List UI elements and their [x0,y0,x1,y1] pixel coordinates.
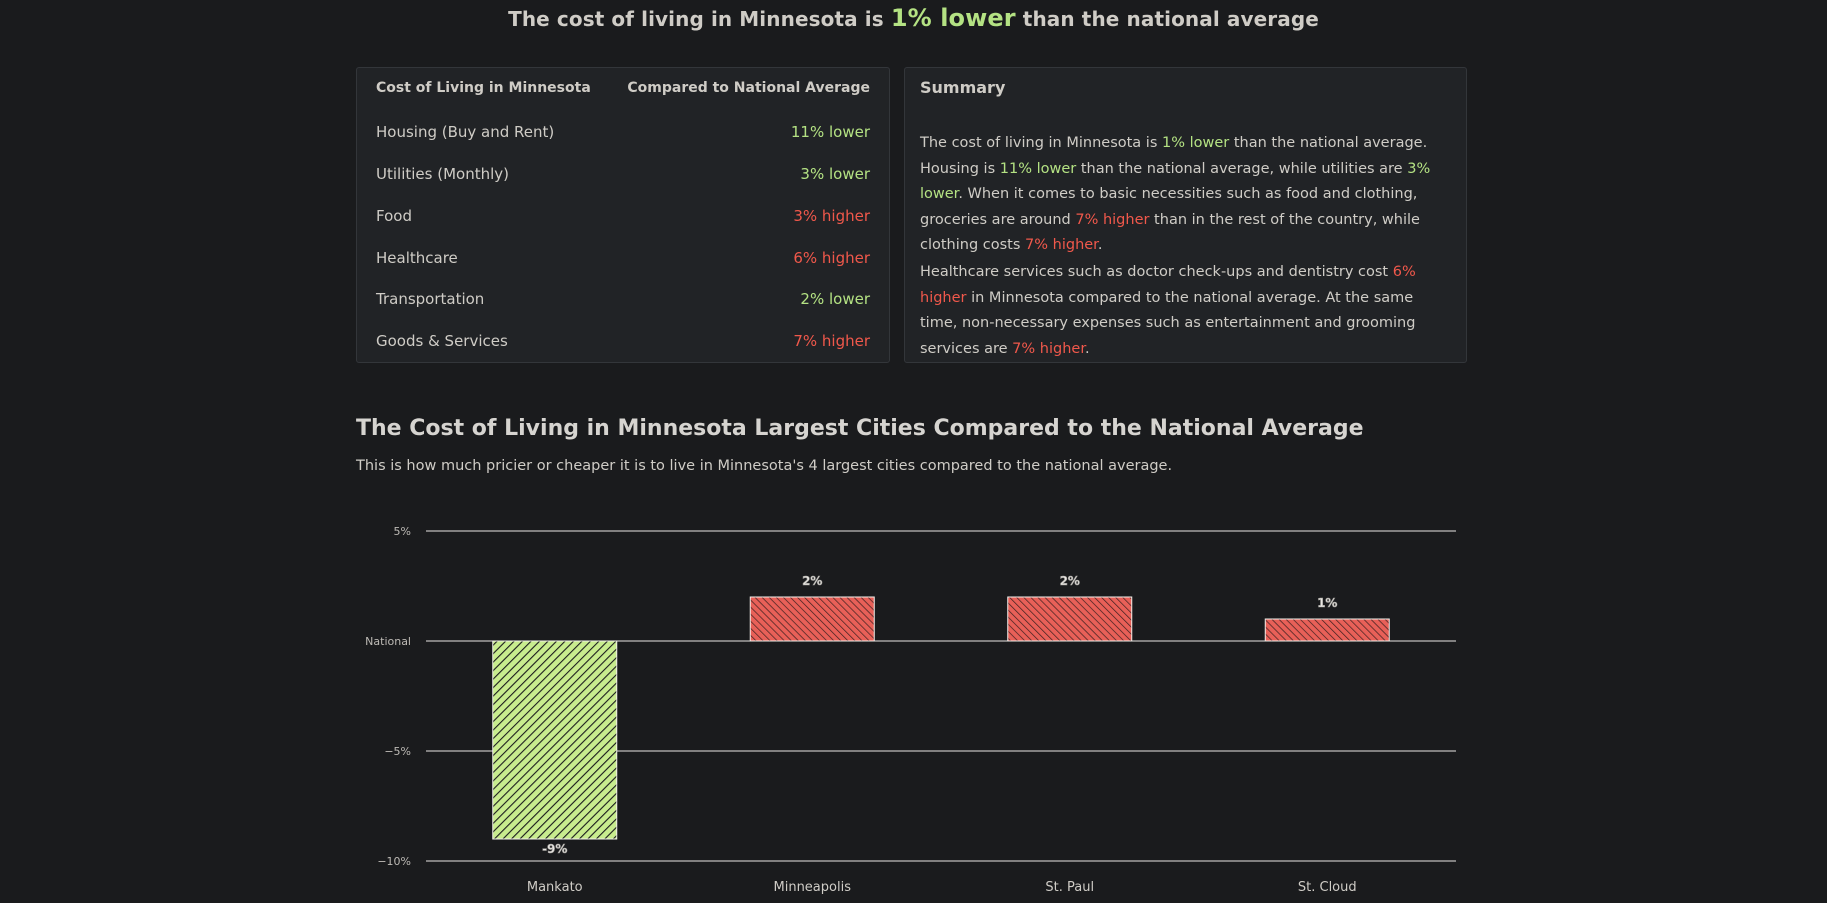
table-header-left: Cost of Living in Minnesota [376,80,591,96]
headline-accent: 1% lower [890,4,1016,32]
summary-highlight-higher: 6% higher [920,264,1416,306]
bar-minneapolis [749,596,875,642]
summary-highlight-lower: 3% lower [920,160,1431,203]
x-category-label: Mankato [527,880,583,895]
table-row: Healthcare 6% higher [376,249,870,273]
table-header-right: Compared to National Average [627,80,870,96]
table-row: Transportation 2% lower [376,290,870,314]
table-row: Utilities (Monthly) 3% lower [376,165,870,189]
y-tick-label: National [365,635,411,648]
city-cost-bar-chart: 5% National −5% −10% -9% Mankato 2% Minneapolis… [365,525,1456,895]
row-value: 11% lower [790,123,870,141]
bar-data-label: 2% [1060,574,1080,588]
bar-data-label: 1% [1317,596,1337,610]
summary-text: than in the rest of the country, while c… [920,211,1420,254]
x-category-label: Minneapolis [774,880,852,895]
x-category-label: St. Cloud [1298,880,1357,895]
summary-highlight-lower: 1% lower [1162,135,1230,151]
row-value: 3% higher [793,207,870,225]
row-label: Housing (Buy and Rent) [376,123,555,141]
row-label: Transportation [376,290,485,308]
row-label: Goods & Services [376,332,508,350]
summary-text: than the national average. Housing is [920,135,1428,177]
summary-highlight-higher: 7% higher [1012,340,1085,357]
bar-st-cloud [1264,618,1390,642]
chart-labels: 5% National −5% −10% -9% Mankato 2% Minneapolis… [365,525,1356,895]
cost-table-panel: Cost of Living in Minnesota Compared to … [356,67,890,363]
summary-paragraph-2: Healthcare services such as doctor check… [920,260,1452,362]
summary-text: . [1084,340,1090,357]
y-tick-label: −10% [377,855,411,868]
page-headline: The cost of living in Minnesota is 1% lo… [0,4,1827,32]
summary-text: Healthcare services such as doctor check… [920,264,1393,280]
bar-data-label: 2% [802,574,822,588]
summary-panel: Summary The cost of living in Minnesota … [904,67,1467,363]
row-label: Healthcare [376,249,458,267]
headline-prefix: The cost of living in Minnesota is [508,7,884,31]
y-tick-label: −5% [384,745,411,758]
row-value: 7% higher [793,332,870,350]
table-row: Housing (Buy and Rent) 11% lower [376,123,870,147]
summary-highlight-higher: 7% higher [1025,237,1098,253]
bar-st-paul [1007,596,1133,642]
row-label: Food [376,207,412,225]
bar-mankato [492,640,618,840]
summary-text: than the national average, while utiliti… [1076,160,1408,177]
row-value: 6% higher [793,249,870,267]
summary-highlight-higher: 7% higher [1075,211,1150,228]
row-value: 2% lower [800,290,870,308]
summary-text: in Minnesota compared to the national av… [920,289,1416,357]
bar-data-label: -9% [542,842,567,856]
y-tick-label: 5% [394,525,411,538]
chart-section-subtitle: This is how much pricier or cheaper it i… [356,458,1173,474]
table-row: Food 3% higher [376,207,870,231]
chart-section-title: The Cost of Living in Minnesota Largest … [356,416,1364,441]
x-category-label: St. Paul [1045,880,1094,895]
summary-text: The cost of living in Minnesota is [920,135,1162,151]
row-value: 3% lower [800,165,870,183]
table-header: Cost of Living in Minnesota Compared to … [376,80,870,102]
chart-bars [492,596,1390,840]
table-row: Goods & Services 7% higher [376,332,870,356]
summary-text: . When it comes to basic necessities suc… [920,186,1418,228]
summary-paragraph-1: The cost of living in Minnesota is 1% lo… [920,131,1452,259]
headline-suffix: than the national average [1022,7,1319,31]
row-label: Utilities (Monthly) [376,165,509,183]
summary-title: Summary [920,78,1006,97]
summary-text: . [1097,237,1103,253]
summary-highlight-lower: 11% lower [999,160,1077,177]
